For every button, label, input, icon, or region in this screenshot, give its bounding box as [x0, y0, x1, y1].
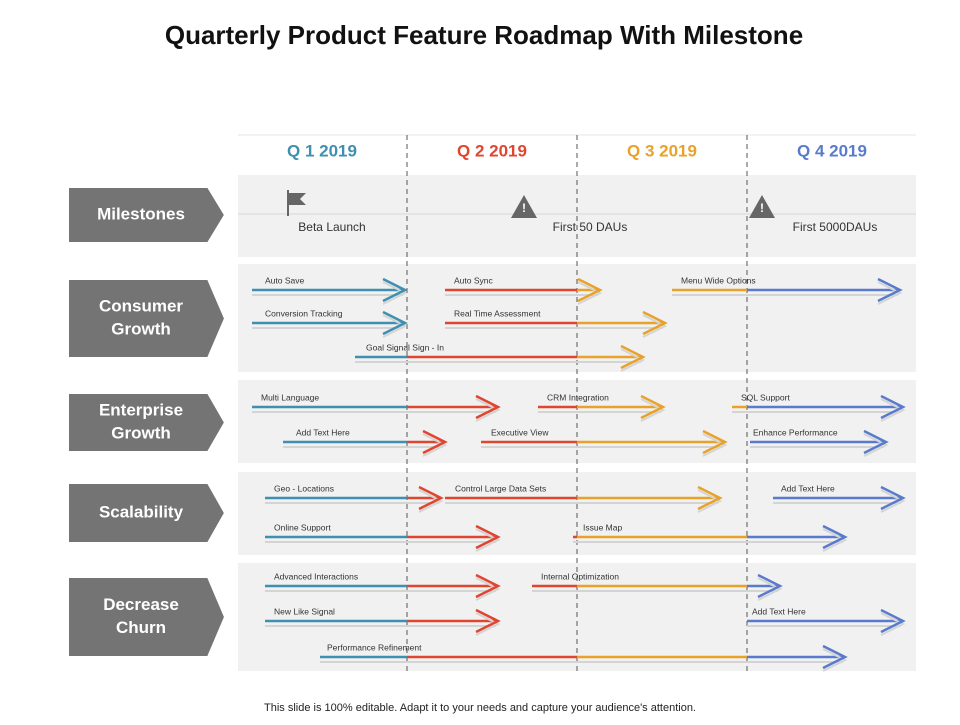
milestone-label: First 50 DAUs — [553, 220, 628, 234]
task-label: SQL Support — [741, 392, 790, 402]
arrow-head — [640, 394, 666, 420]
task-label: Auto Save — [265, 275, 304, 285]
milestone-label: Beta Launch — [298, 220, 365, 234]
arrow-head — [822, 644, 848, 670]
arrow-head — [880, 608, 906, 634]
warning-mark: ! — [522, 201, 526, 215]
row-label: Enterprise — [99, 400, 183, 419]
task-label: Real Time Assessment — [454, 308, 541, 318]
arrow-head-shadow — [863, 433, 889, 457]
arrow-head-shadow — [577, 281, 603, 305]
arrow-head-shadow — [620, 348, 646, 372]
row-label: Scalability — [99, 502, 184, 521]
warning-icon — [511, 195, 537, 218]
arrow-head-shadow — [877, 281, 903, 305]
arrow-head-shadow — [418, 489, 444, 513]
arrow-head — [822, 524, 848, 550]
arrow-head — [475, 394, 501, 420]
footer: This slide is 100% editable. Adapt it to… — [264, 702, 696, 714]
task-label: Enhance Performance — [753, 427, 838, 437]
task-label: Executive View — [491, 427, 549, 437]
row-label-box — [67, 392, 227, 453]
arrow-head-shadow — [475, 528, 501, 552]
flag-icon — [288, 193, 306, 205]
quarter-label: Q 4 2019 — [797, 141, 867, 160]
arrow-head-shadow — [382, 281, 408, 305]
row-label: Growth — [111, 423, 171, 442]
task-label: Goal Signal Sign - In — [366, 342, 444, 352]
arrow-head — [422, 429, 448, 455]
task-label: Add Text Here — [752, 606, 806, 616]
warning-mark: ! — [760, 201, 764, 215]
arrow-head — [877, 277, 903, 303]
task-label: Multi Language — [261, 392, 319, 402]
arrow-head-shadow — [880, 398, 906, 422]
row-label-box — [67, 186, 227, 244]
arrow-head-shadow — [475, 398, 501, 422]
arrow-head-shadow — [822, 648, 848, 672]
task-label: Menu Wide Options — [681, 275, 756, 285]
row-label-box — [67, 482, 227, 544]
arrow-head-shadow — [822, 528, 848, 552]
arrow-head — [757, 573, 783, 599]
quarter-label: Q 3 2019 — [627, 141, 697, 160]
arrow-head-shadow — [702, 433, 728, 457]
arrow-head — [382, 277, 408, 303]
arrow-head-shadow — [757, 577, 783, 601]
arrow-head-shadow — [422, 433, 448, 457]
row-label-box — [67, 576, 227, 658]
row-label: Milestones — [97, 204, 185, 223]
arrow-head-shadow — [642, 314, 668, 338]
arrow-head-shadow — [880, 612, 906, 636]
arrow-head — [880, 394, 906, 420]
task-label: Issue Map — [583, 522, 622, 532]
arrow-head — [697, 485, 723, 511]
row-label: Churn — [116, 618, 166, 637]
quarter-label: Q 1 2019 — [287, 141, 357, 160]
arrow-head — [382, 310, 408, 336]
arrow-head-shadow — [475, 577, 501, 601]
row-label-box — [67, 278, 227, 359]
task-label: Add Text Here — [296, 427, 350, 437]
arrow-head — [702, 429, 728, 455]
arrow-head — [642, 310, 668, 336]
arrow-head — [863, 429, 889, 455]
content: Q 1 2019 Q 2 2019 Q 3 2019 Q 4 2019 Mileston… — [67, 135, 916, 672]
arrow-head — [620, 344, 646, 370]
row-label: Consumer — [99, 296, 183, 315]
arrow-head-shadow — [640, 398, 666, 422]
task-label: Control Large Data Sets — [455, 483, 546, 493]
arrow-head — [577, 277, 603, 303]
arrow-head-shadow — [697, 489, 723, 513]
task-label: Online Support — [274, 522, 331, 532]
warning-icon — [749, 195, 775, 218]
title: Quarterly Product Feature Roadmap With M… — [165, 20, 803, 50]
task-label: Auto Sync — [454, 275, 493, 285]
row-band — [238, 380, 916, 463]
task-label: Geo - Locations — [274, 483, 334, 493]
task-label: Advanced Interactions — [274, 571, 358, 581]
task-label: Add Text Here — [781, 483, 835, 493]
arrow-head — [475, 573, 501, 599]
task-label: Conversion Tracking — [265, 308, 343, 318]
row-label: Growth — [111, 319, 171, 338]
milestone-label: First 5000DAUs — [793, 220, 878, 234]
arrow-head-shadow — [880, 489, 906, 513]
arrow-head-shadow — [475, 612, 501, 636]
arrow-head — [880, 485, 906, 511]
task-label: New Like Signal — [274, 606, 335, 616]
quarter-label: Q 2 2019 — [457, 141, 527, 160]
row-label: Decrease — [103, 595, 179, 614]
task-label: Performance Refinement — [327, 642, 422, 652]
task-label: Internal Optimization — [541, 571, 619, 581]
task-label: CRM Integration — [547, 392, 609, 402]
arrow-head — [418, 485, 444, 511]
arrow-head-shadow — [382, 314, 408, 338]
arrow-head — [475, 524, 501, 550]
arrow-head — [475, 608, 501, 634]
